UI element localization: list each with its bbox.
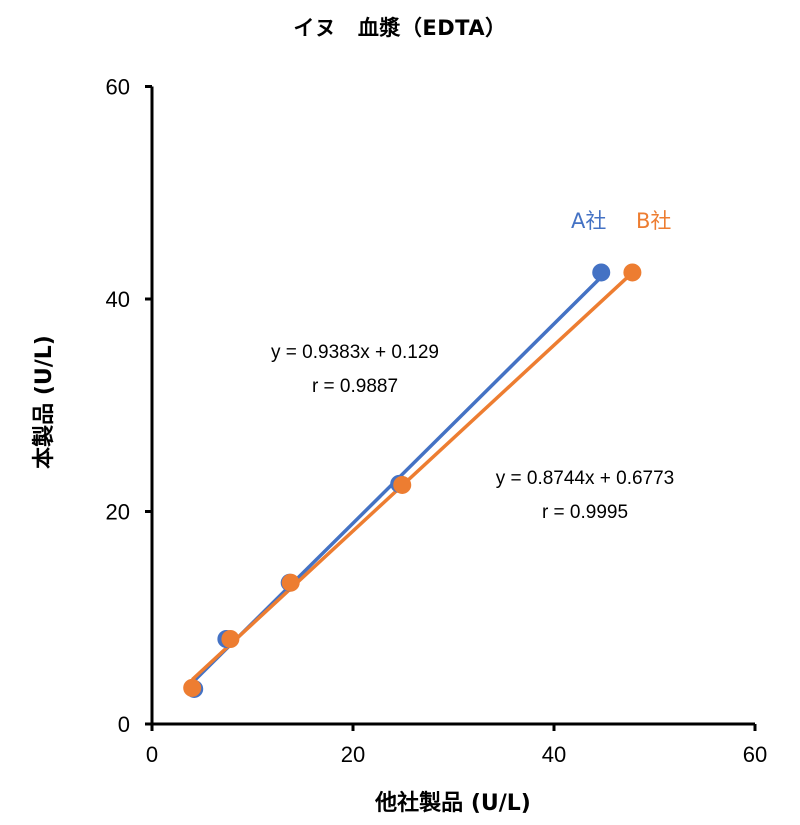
- data-point-series-b: [281, 573, 300, 592]
- series-a-equation: y = 0.9383x + 0.129: [271, 342, 439, 363]
- series-a-r: r = 0.9887: [311, 376, 399, 397]
- y-tick-label: 60: [106, 75, 130, 100]
- series-b-r: r = 0.9995: [541, 502, 629, 523]
- x-tick-label: 60: [743, 742, 767, 767]
- legend-b: B社: [636, 209, 672, 233]
- series-b-annotation: y = 0.8744x + 0.6773 r = 0.9995: [460, 462, 710, 530]
- y-tick-label: 0: [118, 712, 130, 737]
- data-point-series-b: [183, 678, 202, 697]
- x-tick-label: 0: [146, 742, 158, 767]
- x-tick-label: 40: [542, 742, 566, 767]
- x-tick-label: 20: [341, 742, 365, 767]
- chart-title: イヌ 血漿（EDTA）: [293, 16, 507, 40]
- legend-a: A社: [571, 209, 607, 233]
- data-point-series-b: [393, 475, 412, 494]
- y-tick-label: 40: [106, 287, 130, 312]
- data-point-series-b: [623, 263, 642, 282]
- y-tick-label: 20: [106, 500, 130, 525]
- data-point-series-a: [592, 263, 611, 282]
- y-axis-label: 本製品 (U/L): [32, 335, 57, 469]
- series-a-annotation: y = 0.9383x + 0.129 r = 0.9887: [230, 336, 480, 404]
- series-b-equation: y = 0.8744x + 0.6773: [495, 468, 675, 489]
- x-axis-label: 他社製品 (U/L): [375, 791, 531, 816]
- trendline-series-b: [191, 271, 634, 681]
- data-point-series-b: [221, 630, 240, 648]
